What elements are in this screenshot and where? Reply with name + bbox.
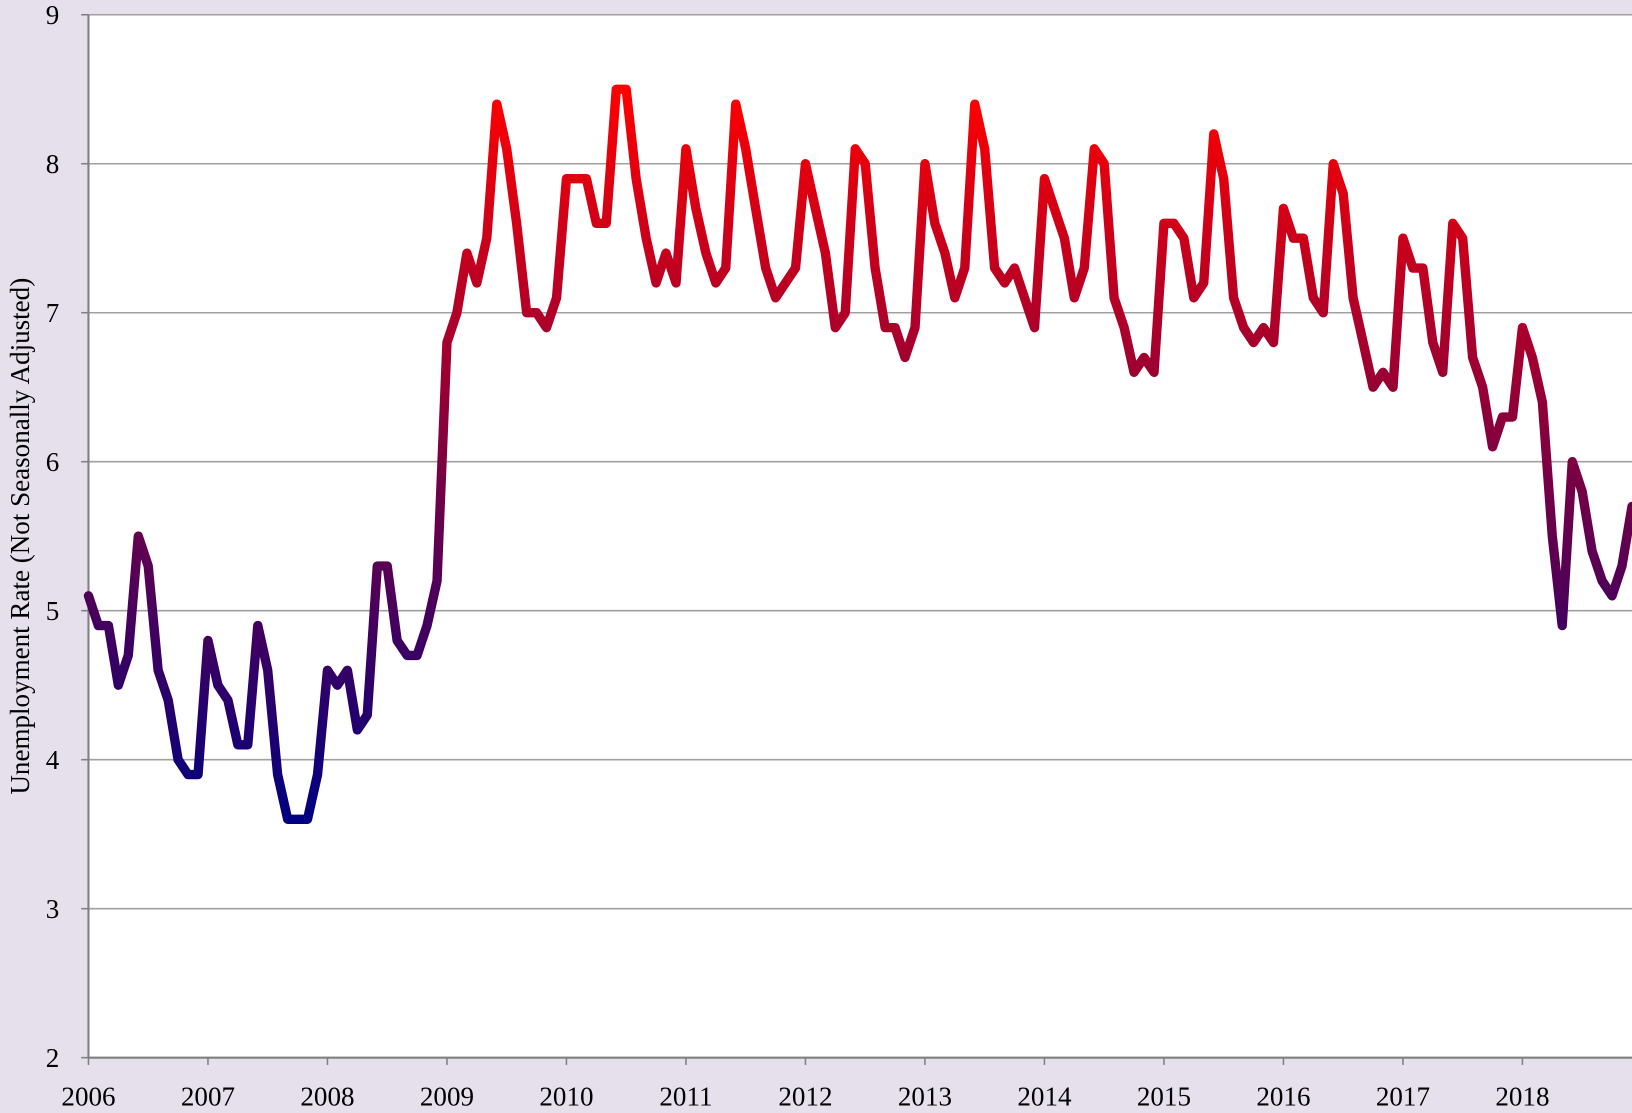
- x-tick-label: 2017: [1376, 1082, 1430, 1112]
- x-tick-label: 2009: [420, 1082, 474, 1112]
- y-axis-label: Unemployment Rate (Not Seasonally Adjust…: [5, 278, 35, 795]
- x-tick-label: 2007: [181, 1082, 235, 1112]
- x-tick-label: 2018: [1495, 1082, 1549, 1112]
- x-tick-label: 2014: [1017, 1082, 1072, 1112]
- x-tick-label: 2016: [1256, 1082, 1310, 1112]
- y-tick-label: 4: [46, 745, 60, 775]
- y-tick-label: 6: [46, 447, 60, 477]
- x-tick-label: 2012: [778, 1082, 832, 1112]
- x-tick-label: 2006: [61, 1082, 115, 1112]
- x-tick-label: 2008: [300, 1082, 354, 1112]
- x-tick-label: 2013: [898, 1082, 952, 1112]
- y-tick-label: 8: [46, 149, 60, 179]
- y-tick-label: 5: [46, 596, 60, 626]
- line: [83, 84, 1632, 824]
- x-tick-label: 2011: [659, 1082, 712, 1112]
- y-tick-label: 3: [46, 894, 60, 924]
- y-tick-label: 2: [46, 1043, 60, 1073]
- x-tick-label: 2010: [539, 1082, 593, 1112]
- y-tick-label: 7: [46, 298, 60, 328]
- y-tick-label: 9: [46, 0, 60, 30]
- plot-area: [88, 14, 1632, 1058]
- x-tick-label: 2015: [1137, 1082, 1191, 1112]
